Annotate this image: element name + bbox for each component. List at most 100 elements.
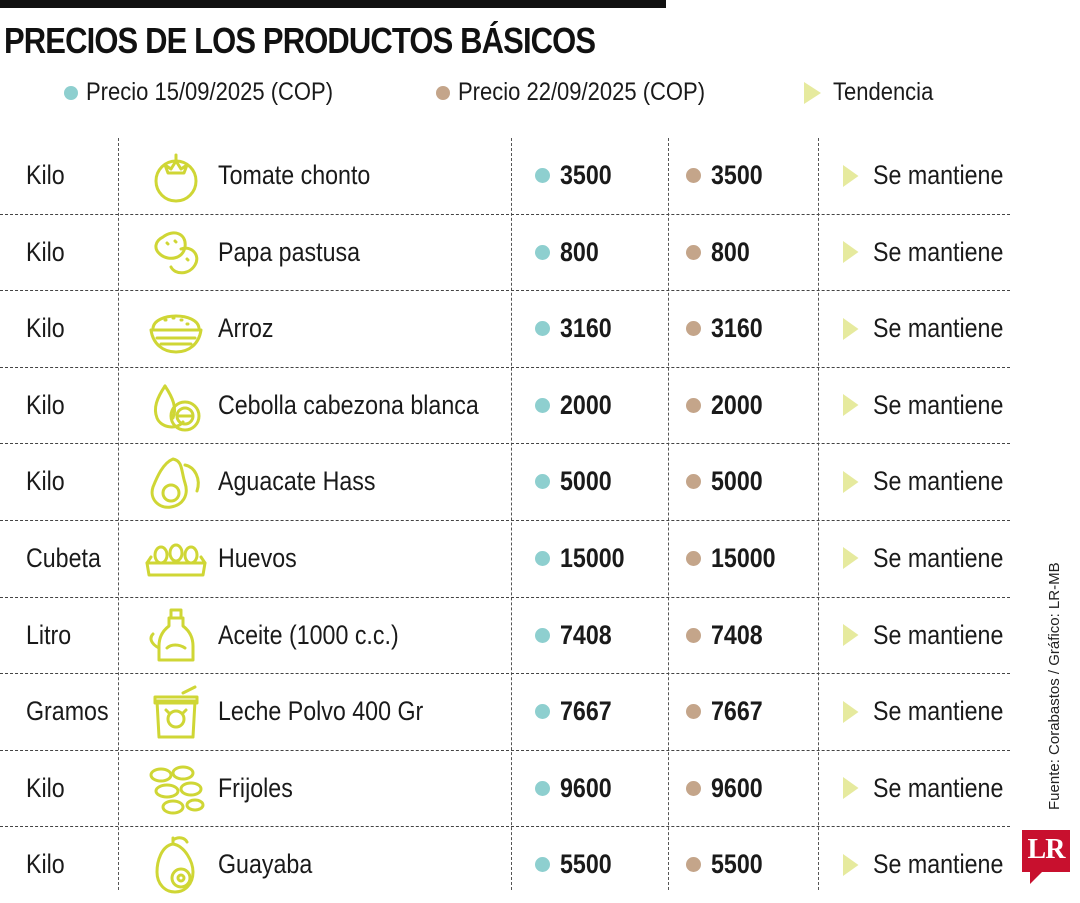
price1-cell: 2000 <box>535 368 620 443</box>
price1-dot-icon <box>535 780 550 796</box>
price1-cell: 5500 <box>535 827 620 902</box>
unit-label: Litro <box>26 619 72 650</box>
price1-value: 5000 <box>560 466 612 497</box>
unit-label: Kilo <box>26 849 65 880</box>
trend-triangle-icon <box>843 241 859 264</box>
legend: Precio 15/09/2025 (COP) Precio 22/09/202… <box>0 78 1000 112</box>
trend-cell: Se mantiene <box>843 138 1025 213</box>
trend-triangle-icon <box>843 853 859 876</box>
logo-box <box>1022 830 1070 872</box>
unit-cell: Kilo <box>26 827 71 902</box>
price1-value: 5500 <box>560 849 612 880</box>
unit-label: Cubeta <box>26 542 101 573</box>
trend-triangle-icon <box>843 624 859 647</box>
table-row: Kilo Aguacate Hass 5000 5000 Se mantiene <box>0 444 1010 521</box>
unit-cell: Kilo <box>26 138 71 213</box>
rice-bowl-icon <box>149 314 203 354</box>
price1-cell: 800 <box>535 215 605 290</box>
price2-dot-icon <box>686 474 701 490</box>
product-name: Cebolla cabezona blanca <box>218 389 479 420</box>
trend-cell: Se mantiene <box>843 827 1025 902</box>
trend-label: Se mantiene <box>873 772 1004 803</box>
price1-dot-icon <box>535 627 550 643</box>
legend-item-price1: Precio 15/09/2025 (COP) <box>64 78 367 107</box>
unit-label: Kilo <box>26 236 65 267</box>
trend-triangle-icon <box>843 317 859 340</box>
legend-item-trend: Tendencia <box>804 78 947 107</box>
price1-value: 2000 <box>560 389 612 420</box>
product-name: Aguacate Hass <box>218 466 376 497</box>
price-table: Kilo Tomate chonto 3500 3500 Se mantiene Kilo… <box>0 138 1010 903</box>
price1-value: 3500 <box>560 160 612 190</box>
egg-tray-icon <box>145 543 207 577</box>
product-name-cell: Huevos <box>218 521 310 596</box>
product-name: Papa pastusa <box>218 236 361 267</box>
product-name: Arroz <box>218 313 274 344</box>
table-row: Kilo Papa pastusa 800 800 Se mantiene <box>0 215 1010 292</box>
legend-label-trend: Tendencia <box>833 78 934 106</box>
price2-value: 7408 <box>711 619 763 650</box>
table-row: Litro Aceite (1000 c.c.) 7408 7408 Se mantie… <box>0 598 1010 675</box>
price1-dot-icon <box>535 168 550 183</box>
milk-powder-icon <box>153 685 199 739</box>
price2-cell: 15000 <box>686 521 786 596</box>
unit-label: Kilo <box>26 160 65 190</box>
trend-triangle-icon <box>843 164 859 187</box>
guava-icon <box>155 836 195 894</box>
product-name-cell: Guayaba <box>218 827 328 902</box>
product-icon-cell <box>140 138 212 213</box>
unit-label: Kilo <box>26 466 65 497</box>
product-name-cell: Arroz <box>218 291 283 366</box>
product-name-cell: Leche Polvo 400 Gr <box>218 674 457 749</box>
chart-title: PRECIOS DE LOS PRODUCTOS BÁSICOS <box>4 20 596 61</box>
price2-cell: 3500 <box>686 138 771 213</box>
price1-cell: 5000 <box>535 444 620 519</box>
table-row: Kilo Arroz 3160 3160 Se mantiene <box>0 291 1010 368</box>
table-row: Cubeta Huevos 15000 15000 Se mantiene <box>0 521 1010 598</box>
price1-value: 800 <box>560 236 599 267</box>
column-divider <box>668 138 669 890</box>
trend-cell: Se mantiene <box>843 215 1025 290</box>
price1-value: 15000 <box>560 542 625 573</box>
product-name: Frijoles <box>218 772 293 803</box>
unit-cell: Gramos <box>26 674 122 749</box>
price2-value: 2000 <box>711 389 763 420</box>
legend-label-price1: Precio 15/09/2025 (COP) <box>86 78 334 106</box>
product-icon-cell <box>140 215 212 290</box>
top-rule <box>0 0 666 8</box>
trend-label: Se mantiene <box>873 160 1004 190</box>
price2-value: 5000 <box>711 466 763 497</box>
price1-cell: 7408 <box>535 598 620 673</box>
legend-label-price2: Precio 22/09/2025 (COP) <box>458 78 706 106</box>
product-icon-cell <box>140 368 212 443</box>
product-icon-cell <box>140 291 212 366</box>
logo-text: LR <box>1027 834 1066 865</box>
trend-label: Se mantiene <box>873 542 1004 573</box>
product-icon-cell <box>140 521 212 596</box>
price1-cell: 3500 <box>535 138 620 213</box>
trend-label: Se mantiene <box>873 313 1004 344</box>
trend-label: Se mantiene <box>873 849 1004 880</box>
unit-cell: Cubeta <box>26 521 113 596</box>
trend-cell: Se mantiene <box>843 291 1025 366</box>
product-name: Tomate chonto <box>218 160 371 190</box>
unit-label: Kilo <box>26 772 65 803</box>
price2-dot-icon <box>686 168 701 183</box>
unit-cell: Kilo <box>26 751 71 826</box>
price1-cell: 9600 <box>535 751 620 826</box>
price2-value: 15000 <box>711 542 776 573</box>
trend-cell: Se mantiene <box>843 751 1025 826</box>
source-credit: Fuente: Corabastos / Gráfico: LR-MB <box>1046 562 1063 810</box>
product-name-cell: Papa pastusa <box>218 215 383 290</box>
price2-dot-icon <box>686 857 701 873</box>
price2-cell: 5500 <box>686 827 771 902</box>
price2-value: 5500 <box>711 849 763 880</box>
potato-icon <box>154 231 199 275</box>
product-name-cell: Frijoles <box>218 751 305 826</box>
unit-cell: Kilo <box>26 368 71 443</box>
price2-dot-icon <box>436 85 450 100</box>
trend-cell: Se mantiene <box>843 368 1025 443</box>
price2-dot-icon <box>686 780 701 796</box>
table-row: Kilo Frijoles 9600 9600 Se mantiene <box>0 751 1010 828</box>
price1-dot-icon <box>535 397 550 413</box>
